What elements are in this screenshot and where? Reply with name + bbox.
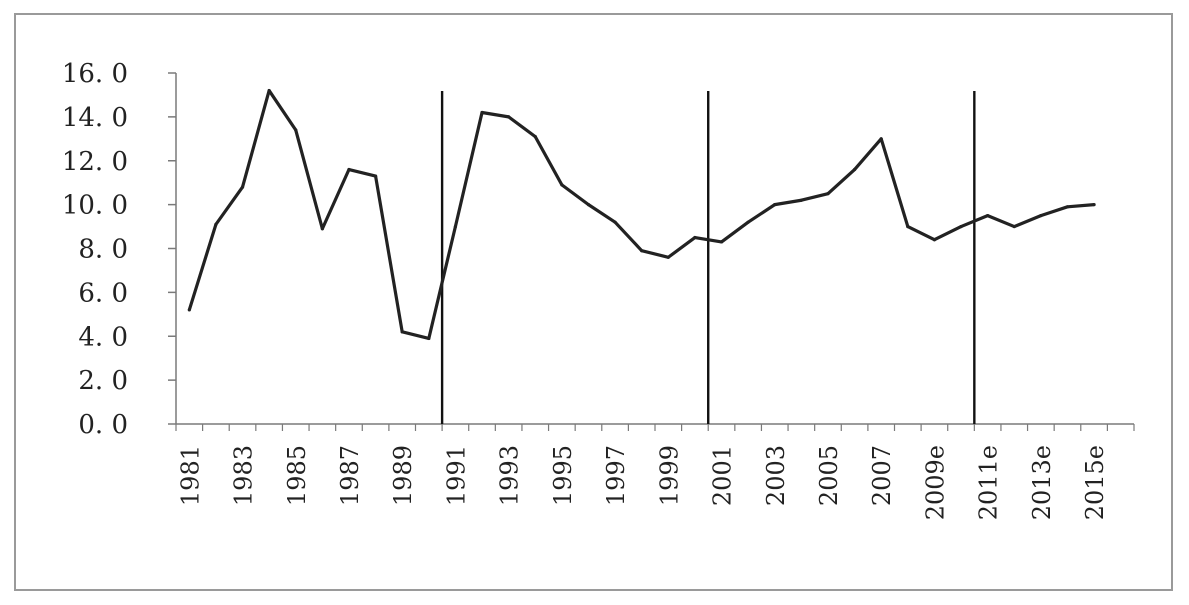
x-tick-label: 2001: [709, 445, 737, 506]
data-point: [1039, 213, 1043, 218]
data-point: [347, 167, 351, 172]
chart-frame: [14, 13, 1173, 591]
data-point: [746, 220, 750, 224]
x-tick-label: 2015e: [1081, 445, 1109, 520]
axes: [175, 73, 1134, 425]
data-point: [719, 240, 724, 244]
x-tick-label: 1999: [655, 445, 683, 506]
series-line-group: [187, 88, 1096, 341]
data-point: [773, 203, 777, 207]
data-point: [932, 238, 937, 242]
y-tick-label: 10. 0: [62, 191, 128, 221]
y-tick-label: 12. 0: [62, 147, 128, 177]
y-tick-label: 6. 0: [78, 278, 128, 308]
data-point: [480, 110, 484, 115]
data-point: [267, 88, 271, 93]
data-point: [294, 128, 298, 132]
data-point: [959, 224, 963, 229]
data-point: [320, 227, 324, 231]
data-point: [240, 185, 245, 189]
data-point: [879, 137, 883, 141]
data-point: [666, 255, 670, 259]
x-tick-label: 1985: [283, 445, 311, 506]
y-tick-label: 2. 0: [78, 366, 128, 396]
x-tick-label: 1993: [496, 445, 524, 506]
x-tick-label: 1991: [442, 445, 470, 506]
data-point: [906, 224, 910, 229]
x-tick-label: 2007: [868, 445, 896, 506]
data-point: [427, 336, 431, 341]
x-tick-label: 2011e: [975, 445, 1003, 520]
x-tick-labels: 1981 1983 1985 1987 1989 1991 1993 1995 1997 1999…: [175, 424, 1135, 520]
data-point: [852, 167, 857, 172]
x-tick-label: 1997: [602, 445, 630, 506]
data-point: [693, 235, 697, 240]
y-tick-labels: 0. 0 2. 0 4. 0 6. 0 8. 0 10. 0 12. 0 14. 0 16. 0: [62, 59, 176, 440]
data-point: [826, 192, 830, 196]
data-point: [214, 222, 218, 226]
y-tick-label: 14. 0: [62, 103, 128, 133]
data-point: [560, 183, 564, 187]
data-point: [1065, 205, 1070, 209]
x-tick-label: 2013e: [1028, 445, 1056, 520]
data-point: [507, 115, 511, 119]
y-tick-label: 16. 0: [62, 59, 128, 89]
y-tick-label: 8. 0: [78, 235, 128, 265]
x-tick-label: 2003: [762, 445, 790, 506]
data-point: [400, 330, 404, 334]
y-tick-label: 0. 0: [78, 410, 128, 440]
data-point: [586, 203, 591, 207]
data-point: [1092, 203, 1096, 207]
series-line: [187, 88, 1095, 341]
data-point: [613, 220, 617, 224]
data-point: [640, 249, 644, 253]
x-tick-label: 1981: [176, 445, 204, 506]
data-point: [187, 308, 191, 312]
data-point: [453, 224, 458, 229]
x-tick-label: 1987: [336, 445, 364, 506]
data-point: [1012, 224, 1016, 229]
data-point: [373, 174, 378, 178]
x-tick-label: 1995: [549, 445, 577, 506]
data-point: [986, 213, 990, 218]
x-tick-label: 1983: [230, 445, 258, 506]
x-tick-label: 2005: [815, 445, 843, 506]
data-point: [533, 135, 537, 139]
y-tick-label: 4. 0: [78, 322, 128, 352]
data-point: [799, 198, 803, 202]
vertical-markers: [440, 91, 976, 424]
x-tick-label: 2009e: [921, 445, 949, 520]
x-tick-label: 1989: [389, 445, 417, 506]
